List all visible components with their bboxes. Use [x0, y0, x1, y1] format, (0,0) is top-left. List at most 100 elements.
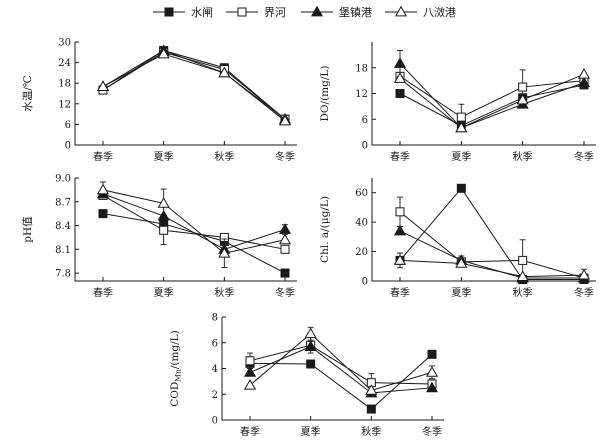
data-point [243, 366, 257, 377]
y-tick-label: 8.4 [55, 221, 71, 232]
axes [221, 317, 444, 421]
panel-cod-mn: 0 2 4 6 8 春季 夏季 秋季 冬季 CODMn/(mg/L) [169, 313, 444, 438]
data-point [366, 404, 376, 414]
series-line [399, 187, 584, 281]
data-point [395, 89, 405, 98]
data-point [218, 66, 231, 78]
legend-marker [394, 5, 408, 17]
y-axis-label: CODMn/(mg/L) [169, 330, 183, 407]
data-point [518, 255, 528, 265]
data-point [96, 80, 110, 92]
y-tick-label: 24 [58, 58, 71, 69]
data-point [455, 257, 468, 268]
series-1 [98, 209, 290, 278]
data-point [365, 384, 378, 395]
data-point [280, 244, 290, 254]
x-tick-label: 春季 [390, 151, 410, 163]
series-line [399, 211, 585, 279]
y-axis-label-part: COD [169, 382, 181, 407]
series-line [399, 73, 585, 129]
series-line [399, 75, 585, 118]
data-point [243, 379, 257, 390]
y-tick-label: 18 [58, 79, 71, 90]
series-3 [96, 187, 292, 254]
axes [74, 178, 297, 282]
y-tick-label: 0 [362, 141, 368, 152]
series-2 [395, 69, 589, 131]
series-line [102, 189, 286, 254]
series-4 [96, 181, 292, 268]
y-axis-label-subscript: Mn [174, 369, 183, 382]
x-tick-label: 春季 [93, 287, 113, 299]
y-tick-label: 0 [65, 141, 71, 152]
series-1 [395, 183, 589, 285]
series-4 [393, 67, 591, 133]
series-4 [243, 326, 439, 395]
x-tick-label: 秋季 [513, 286, 533, 299]
legend-marker [310, 5, 324, 17]
data-point [577, 76, 591, 88]
data-point [395, 207, 405, 217]
y-axis-label-part: /(mg/L) [169, 330, 181, 369]
legend-marker [237, 7, 247, 17]
series-4 [393, 252, 591, 282]
data-point [393, 72, 407, 83]
series-line [249, 333, 433, 391]
series-line [102, 50, 286, 120]
data-point [278, 223, 292, 234]
data-point [425, 366, 439, 377]
axes [371, 178, 596, 282]
data-point [245, 356, 255, 366]
panel-dissolved-oxygen: 0 6 12 18 春季 夏季 秋季 冬季 DO/(mg/L) [319, 42, 596, 163]
x-tick-label: 夏季 [301, 426, 321, 438]
y-tick-label: 6 [65, 120, 71, 131]
panel-ph: 7.8 8.1 8.4 8.7 9.0 春季 夏季 秋季 冬季 pH值 [21, 174, 297, 299]
x-tick-label: 冬季 [422, 425, 442, 438]
x-tick-label: 秋季 [214, 150, 234, 163]
x-tick-label: 秋季 [214, 286, 234, 299]
data-point [278, 114, 292, 126]
x-tick-label: 秋季 [361, 425, 381, 438]
x-tick-label: 冬季 [574, 286, 594, 299]
x-tick-label: 夏季 [154, 151, 174, 163]
series-1 [245, 349, 437, 414]
data-point [278, 233, 292, 245]
data-point [96, 183, 110, 195]
series-2 [98, 190, 290, 254]
axes [74, 42, 297, 146]
data-point [157, 47, 170, 59]
series-1 [98, 46, 290, 124]
axes [371, 42, 596, 146]
series-line [399, 230, 584, 279]
y-tick-label: 6 [362, 115, 368, 126]
x-tick-label: 春季 [240, 426, 260, 438]
y-tick-label: 60 [355, 188, 368, 199]
data-point [218, 247, 231, 258]
data-point [516, 93, 529, 105]
x-tick-label: 冬季 [275, 286, 295, 299]
data-point [393, 57, 407, 68]
data-point [456, 183, 466, 193]
series-line [102, 53, 286, 122]
data-point [306, 359, 316, 369]
data-point [159, 225, 169, 235]
y-tick-label: 12 [58, 99, 71, 110]
y-tick-label: 40 [355, 218, 368, 229]
data-point [425, 381, 439, 393]
series-4 [96, 47, 292, 126]
series-line [399, 84, 585, 127]
x-tick-label: 夏季 [451, 151, 471, 163]
y-tick-label: 6 [212, 338, 218, 349]
series-line [102, 193, 286, 250]
series-3 [96, 44, 292, 124]
data-point [518, 82, 528, 92]
legend-label: 八滧港 [423, 5, 456, 19]
y-tick-label: 12 [355, 89, 368, 100]
y-axis-label: 水温/℃ [22, 75, 34, 112]
y-axis-label: DO/(mg/L) [319, 66, 331, 122]
data-point [393, 254, 407, 265]
y-tick-label: 0 [212, 416, 218, 427]
x-tick-label: 冬季 [275, 150, 295, 163]
panel-chlorophyll-a: 0 20 40 60 春季 夏季 秋季 冬季 Chl. a/(μg/L) [319, 178, 596, 299]
